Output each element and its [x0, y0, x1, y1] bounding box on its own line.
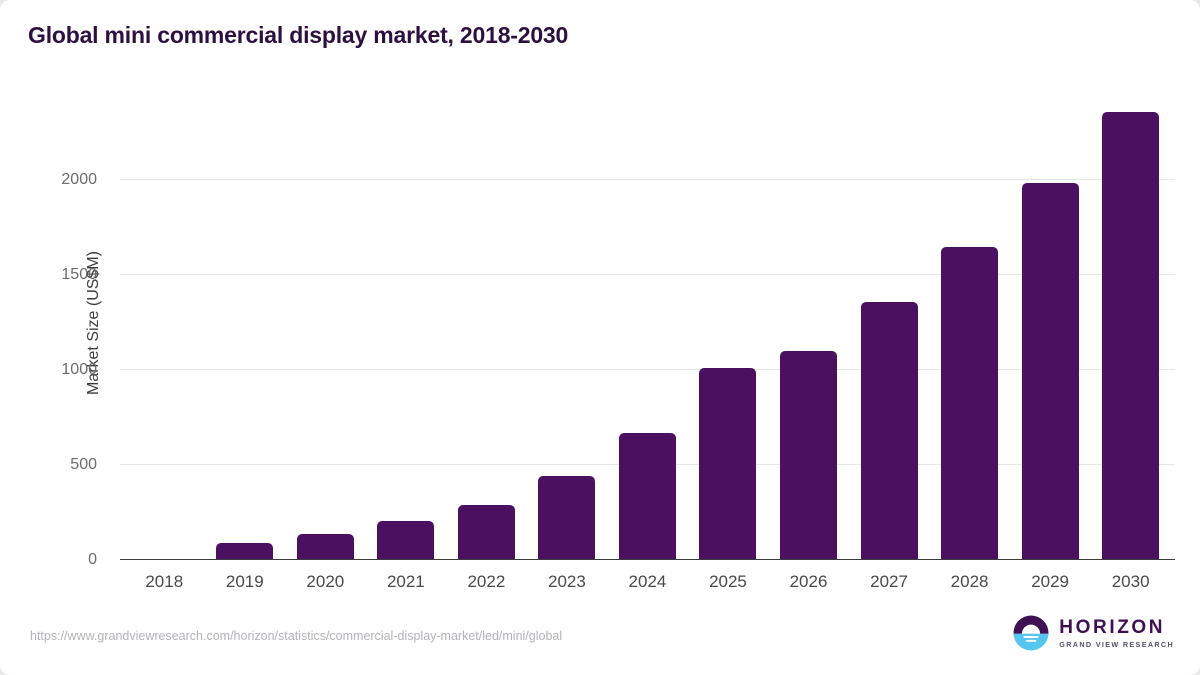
horizon-sunrise-icon — [1013, 615, 1049, 651]
bar-slot — [1010, 85, 1091, 560]
gridline — [120, 179, 1175, 180]
bar-slot — [688, 85, 769, 560]
y-axis-title-container: Market Size (US$M) — [0, 85, 102, 560]
x-axis-tick-label: 2026 — [789, 572, 828, 591]
x-axis-tick-label: 2030 — [1111, 572, 1150, 591]
x-axis-tick-label: 2019 — [225, 572, 264, 591]
bar[interactable] — [216, 542, 274, 560]
bar[interactable] — [941, 246, 999, 560]
page-title: Global mini commercial display market, 2… — [28, 22, 569, 48]
bar-slot — [366, 85, 447, 560]
bar-slot — [1090, 85, 1171, 560]
bar-slot — [285, 85, 366, 560]
bar[interactable] — [296, 533, 354, 560]
x-axis-tick-label: 2020 — [306, 572, 345, 591]
bar-slot — [527, 85, 608, 560]
bar-slot — [849, 85, 930, 560]
bar[interactable] — [860, 301, 918, 560]
x-axis-line — [120, 558, 1175, 560]
x-axis-tick-label: 2024 — [628, 572, 667, 591]
x-axis-tick-label: 2021 — [386, 572, 425, 591]
source-url[interactable]: https://www.grandviewresearch.com/horizo… — [30, 629, 563, 643]
bars-group — [120, 85, 1175, 560]
logo-name: HORIZON — [1059, 616, 1166, 638]
y-axis-tick-label: 1000 — [61, 361, 97, 378]
gridline — [120, 369, 1175, 370]
x-axis-tick-label: 2022 — [467, 572, 506, 591]
x-axis-labels: 2018 2019 2020 2021 2022 2023 2024 2025 2026 2027… — [120, 562, 1175, 596]
y-axis-tick-label: 1500 — [61, 266, 97, 283]
y-axis-tick-label: 500 — [70, 456, 97, 473]
bar-slot — [929, 85, 1010, 560]
gridline — [120, 274, 1175, 275]
bar-slot — [446, 85, 527, 560]
y-axis-tick-label: 0 — [88, 551, 97, 568]
x-axis-tick-label: 2028 — [950, 572, 989, 591]
bar[interactable] — [538, 475, 596, 560]
x-axis-tick-label: 2023 — [548, 572, 586, 591]
bar-slot — [205, 85, 286, 560]
bar-slot — [768, 85, 849, 560]
bar[interactable] — [1021, 182, 1079, 560]
x-axis-tick-label: 2027 — [870, 572, 908, 591]
bar[interactable] — [618, 433, 676, 560]
horizon-logo: HORIZON GRAND VIEW RESEARCH — [1012, 614, 1174, 652]
bar[interactable] — [699, 367, 757, 560]
x-axis-tick-label: 2025 — [709, 572, 747, 591]
bar[interactable] — [377, 521, 435, 560]
bar[interactable] — [1102, 111, 1160, 560]
bar[interactable] — [457, 504, 515, 560]
bar-slot — [607, 85, 688, 560]
plot-area: 0 500 1000 1500 2000 — [61, 85, 1175, 568]
x-axis-tick-label: 2018 — [145, 572, 184, 591]
x-axis-tick-label: 2029 — [1031, 572, 1070, 591]
logo-tagline: GRAND VIEW RESEARCH — [1059, 639, 1174, 649]
bar[interactable] — [780, 351, 838, 560]
logo-text: HORIZON GRAND VIEW RESEARCH — [1059, 618, 1174, 648]
bar-slot — [124, 85, 205, 560]
y-axis-tick-label: 2000 — [61, 171, 97, 188]
